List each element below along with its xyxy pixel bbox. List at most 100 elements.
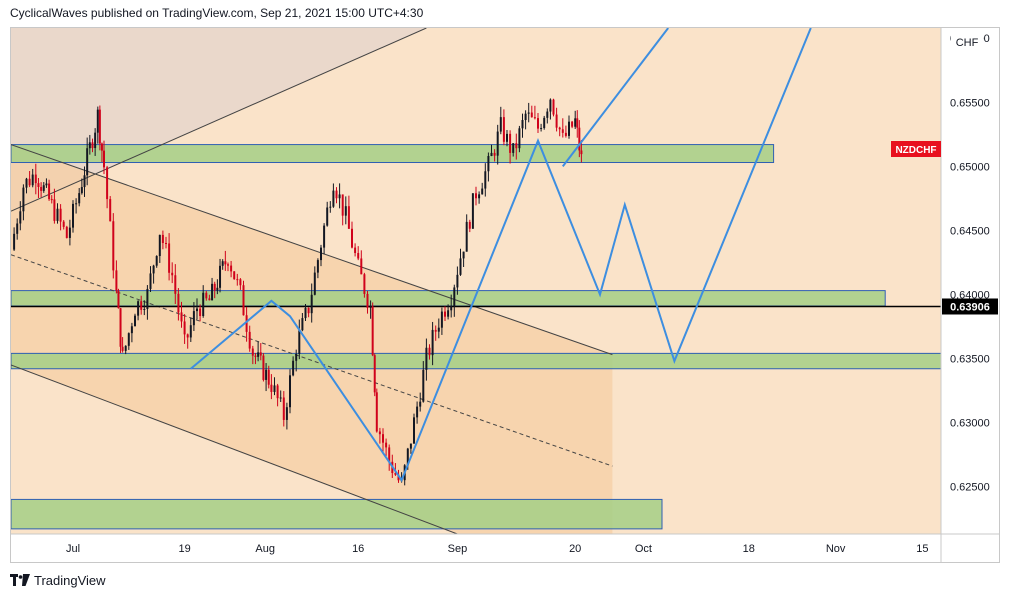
candle-body bbox=[354, 247, 357, 254]
candle-body bbox=[440, 311, 443, 328]
candle-body bbox=[369, 306, 372, 308]
candle-body bbox=[146, 288, 149, 309]
candle-body bbox=[419, 401, 422, 407]
candle-body bbox=[431, 329, 434, 356]
candle-body bbox=[192, 311, 195, 326]
candle-body bbox=[279, 397, 282, 399]
candle-body bbox=[65, 226, 68, 238]
candle-body bbox=[259, 352, 262, 356]
candle-body bbox=[373, 355, 376, 393]
candle-body bbox=[292, 360, 295, 376]
y-tick-label: 0.62500 bbox=[950, 482, 990, 494]
candle-body bbox=[96, 109, 99, 133]
symbol-tag-bg bbox=[891, 141, 941, 157]
candle-body bbox=[257, 352, 260, 357]
chart-frame bbox=[10, 27, 1000, 563]
candle-body bbox=[568, 121, 570, 136]
candle-body bbox=[475, 193, 477, 199]
channel-region bbox=[11, 144, 613, 534]
candle-body bbox=[50, 199, 53, 201]
candle-body bbox=[180, 312, 183, 322]
candle-body bbox=[499, 117, 502, 132]
last-price-tag-bg bbox=[942, 298, 998, 315]
candle-body bbox=[298, 330, 301, 354]
candle-body bbox=[385, 442, 388, 448]
candle-body bbox=[130, 326, 133, 334]
channel-upper-line bbox=[11, 144, 613, 356]
candle-body bbox=[91, 142, 94, 149]
candle-body bbox=[295, 353, 298, 361]
candle-body bbox=[518, 128, 521, 149]
y-tick-label: 0.63500 bbox=[950, 354, 990, 366]
candle-body bbox=[382, 434, 384, 443]
candle-body bbox=[506, 133, 508, 142]
candle-body bbox=[571, 121, 574, 127]
candle-body bbox=[282, 397, 285, 420]
candle-body bbox=[276, 385, 279, 399]
candle-body bbox=[262, 355, 265, 380]
candle-body bbox=[437, 327, 440, 332]
candle-body bbox=[316, 260, 319, 273]
candle-body bbox=[59, 208, 62, 222]
candle-body bbox=[540, 128, 543, 130]
y-tick-label: 0.64500 bbox=[950, 225, 990, 237]
y-tick-label: 0.65000 bbox=[950, 161, 990, 173]
candle-body bbox=[171, 272, 174, 276]
candle-body bbox=[121, 346, 124, 351]
candle-body bbox=[199, 308, 202, 316]
candle-body bbox=[80, 187, 83, 194]
candle-body bbox=[78, 193, 81, 204]
x-tick-label: Jul bbox=[66, 543, 80, 555]
candle-body bbox=[31, 174, 34, 186]
candle-body bbox=[28, 178, 31, 186]
candle-body bbox=[527, 112, 530, 114]
candle-body bbox=[558, 127, 561, 130]
candle-body bbox=[233, 271, 236, 280]
candle-body bbox=[115, 270, 118, 291]
candle-body bbox=[119, 308, 122, 347]
candle-body bbox=[366, 293, 369, 308]
candle-body bbox=[213, 283, 216, 291]
candle-body bbox=[512, 143, 515, 153]
candle-body bbox=[22, 187, 25, 212]
candle-body bbox=[155, 256, 158, 266]
last-price-tag: 0.63906 bbox=[950, 301, 990, 313]
candle-body bbox=[301, 318, 304, 331]
candle-body bbox=[502, 117, 505, 142]
candle-body bbox=[564, 132, 567, 136]
candle-body bbox=[34, 174, 37, 184]
candle-body bbox=[221, 261, 224, 266]
candle-body bbox=[219, 265, 222, 288]
x-tick-label: 16 bbox=[352, 543, 364, 555]
candle-body bbox=[478, 194, 481, 199]
candle-body bbox=[53, 199, 56, 221]
candle-body bbox=[576, 118, 579, 128]
footer-brand[interactable]: TradingView bbox=[34, 572, 106, 588]
candle-body bbox=[543, 117, 546, 129]
candle-body bbox=[484, 171, 487, 189]
candle-body bbox=[103, 150, 105, 168]
candle-body bbox=[468, 221, 471, 229]
candle-body bbox=[329, 206, 332, 208]
candle-body bbox=[388, 447, 391, 462]
candle-body bbox=[434, 329, 437, 332]
candle-body bbox=[94, 132, 97, 149]
candle-body bbox=[515, 143, 518, 149]
candle-body bbox=[186, 334, 189, 338]
candle-body bbox=[48, 183, 51, 200]
candle-body bbox=[98, 109, 101, 144]
candle-body bbox=[338, 194, 341, 199]
candle-body bbox=[86, 148, 89, 176]
candle-body bbox=[521, 120, 524, 129]
candle-body bbox=[239, 279, 242, 286]
candle-body bbox=[360, 258, 363, 275]
x-tick-label: Oct bbox=[635, 543, 652, 555]
candle-body bbox=[465, 221, 468, 252]
candle-body bbox=[447, 310, 450, 317]
candle-body bbox=[37, 183, 40, 187]
candle-body bbox=[409, 443, 412, 449]
candle-body bbox=[378, 431, 381, 435]
currency-label-bg bbox=[951, 34, 983, 50]
candle-body bbox=[45, 183, 48, 186]
